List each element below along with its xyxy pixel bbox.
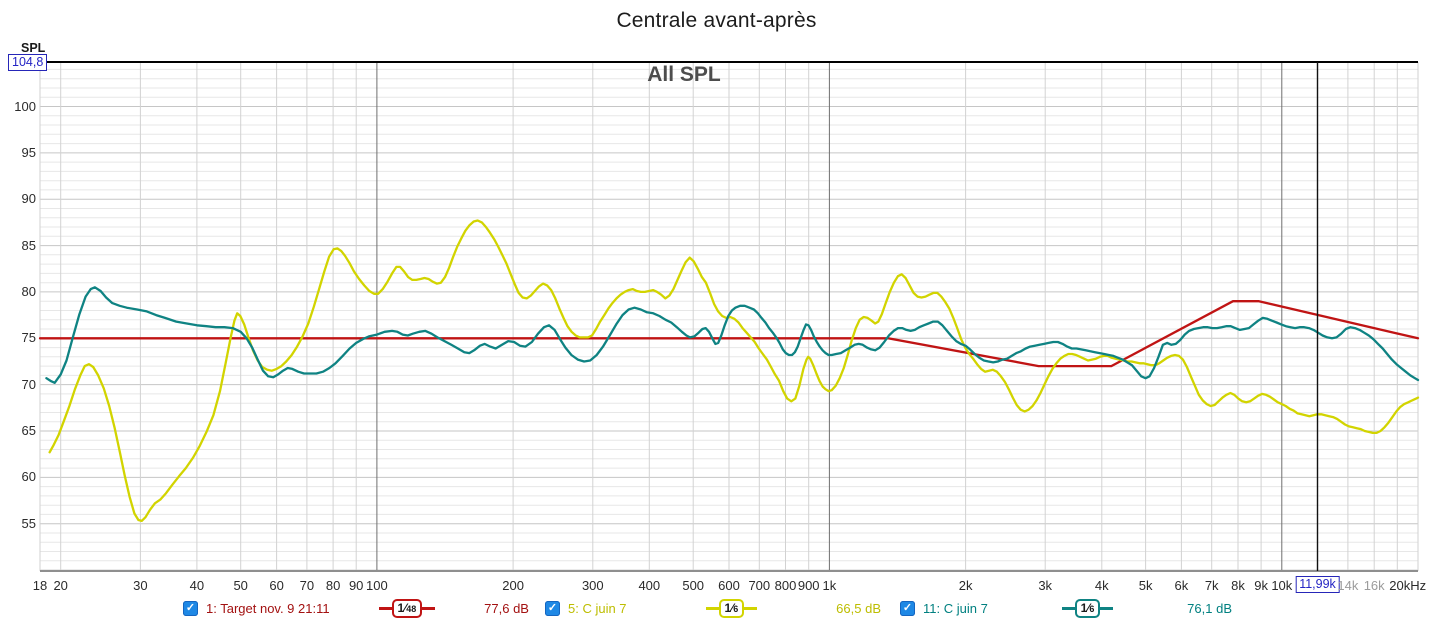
x-tick-label: 800 bbox=[774, 578, 797, 593]
legend: ✓ 1: Target nov. 9 21:11 1⁄48 77,6 dB ✓ 5: C … bbox=[0, 598, 1433, 620]
series-line-sample bbox=[1061, 606, 1075, 610]
legend-checkbox[interactable]: ✓ bbox=[900, 600, 915, 616]
series-line-sample bbox=[1100, 606, 1114, 610]
x-tick-label: 8k bbox=[1231, 578, 1245, 593]
x-tick-label: 500 bbox=[682, 578, 705, 593]
smoothing-indicator: 1⁄6 bbox=[1061, 598, 1114, 618]
x-tick-label: 80 bbox=[325, 578, 341, 593]
x-tick-label: 40 bbox=[189, 578, 205, 593]
legend-entry-header: ✓ 5: C juin 7 bbox=[545, 600, 627, 616]
legend-entry-header: ✓ 11: C juin 7 bbox=[900, 600, 988, 616]
x-tick-label: 50 bbox=[233, 578, 248, 593]
x-tick-label: 9k bbox=[1254, 578, 1268, 593]
x-tick-label: 4k bbox=[1094, 578, 1109, 593]
cursor-frequency-readout: 11,99k bbox=[1295, 576, 1340, 593]
series-c-juin-7-5 bbox=[48, 219, 1420, 523]
x-tick-label: 6k bbox=[1174, 578, 1189, 593]
x-tick-label: 60 bbox=[269, 578, 284, 593]
y-tick-label: 60 bbox=[21, 469, 36, 485]
x-tick-label: 70 bbox=[299, 578, 315, 593]
legend-level-value: 77,6 dB bbox=[484, 600, 529, 616]
x-tick-label: 2k bbox=[958, 578, 973, 593]
series-line-sample bbox=[705, 606, 719, 610]
legend-level-value: 76,1 dB bbox=[1187, 600, 1232, 616]
x-tick-label: 18 bbox=[32, 578, 48, 593]
x-tick-label: 300 bbox=[581, 578, 604, 593]
x-tick-label: 20kHz bbox=[1389, 578, 1427, 593]
smoothing-badge: 1⁄48 bbox=[391, 598, 423, 618]
x-tick-label: 3k bbox=[1038, 578, 1053, 593]
x-tick-label: 30 bbox=[133, 578, 148, 593]
x-tick-label: 600 bbox=[718, 578, 740, 593]
cursor-level-readout: 104,8 bbox=[8, 54, 48, 71]
legend-entry: ✓ 1: Target nov. 9 21:11 1⁄48 77,6 dB bbox=[183, 598, 529, 618]
legend-level-value: 66,5 dB bbox=[836, 600, 881, 616]
series-line-sample bbox=[378, 606, 392, 610]
y-tick-label: 70 bbox=[21, 376, 36, 392]
legend-entry-label: 11: C juin 7 bbox=[923, 600, 988, 616]
y-tick-label: 95 bbox=[21, 144, 36, 160]
x-tick-label: 10k bbox=[1271, 578, 1293, 593]
x-tick-label: 700 bbox=[748, 578, 771, 593]
x-tick-label: 7k bbox=[1204, 578, 1219, 593]
smoothing-indicator: 1⁄6 bbox=[705, 598, 758, 618]
chart-title: All SPL bbox=[647, 63, 721, 86]
x-tick-label: 900 bbox=[797, 578, 820, 593]
graph-title: Centrale avant-après bbox=[616, 9, 817, 32]
x-tick-label: 1k bbox=[822, 578, 837, 593]
x-tick-label: 5k bbox=[1138, 578, 1153, 593]
smoothing-badge: 1⁄6 bbox=[718, 598, 745, 618]
x-tick-label: 14k bbox=[1337, 578, 1359, 593]
x-tick-label: 16k bbox=[1363, 578, 1385, 593]
y-tick-label: 100 bbox=[14, 98, 36, 114]
y-axis-unit-label: SPL bbox=[21, 41, 46, 55]
legend-entry-label: 1: Target nov. 9 21:11 bbox=[206, 600, 330, 616]
x-tick-label: 100 bbox=[366, 578, 388, 593]
legend-entry-header: ✓ 1: Target nov. 9 21:11 bbox=[183, 600, 330, 616]
smoothing-badge: 1⁄6 bbox=[1074, 598, 1101, 618]
legend-entry: ✓ 5: C juin 7 1⁄6 66,5 dB bbox=[545, 598, 881, 618]
legend-checkbox[interactable]: ✓ bbox=[545, 600, 560, 616]
series-line-sample bbox=[744, 606, 758, 610]
x-tick-label: 400 bbox=[638, 578, 661, 593]
x-tick-label: 200 bbox=[502, 578, 524, 593]
smoothing-indicator: 1⁄48 bbox=[378, 598, 436, 618]
series-c-juin-7-11 bbox=[45, 286, 1420, 384]
y-tick-label: 90 bbox=[21, 191, 36, 207]
series-target-nov-9-21-11 bbox=[38, 300, 1420, 368]
y-tick-label: 75 bbox=[21, 330, 36, 346]
y-tick-label: 85 bbox=[21, 237, 36, 253]
series-line-sample bbox=[422, 606, 436, 610]
legend-entry: ✓ 11: C juin 7 1⁄6 76,1 dB bbox=[900, 598, 1232, 618]
legend-entry-label: 5: C juin 7 bbox=[568, 600, 627, 616]
y-tick-label: 80 bbox=[21, 283, 36, 299]
x-tick-label: 20 bbox=[53, 578, 68, 593]
y-tick-label: 65 bbox=[21, 423, 36, 438]
legend-checkbox[interactable]: ✓ bbox=[183, 600, 198, 616]
y-tick-label: 55 bbox=[21, 515, 36, 531]
x-tick-label: 90 bbox=[348, 578, 364, 593]
